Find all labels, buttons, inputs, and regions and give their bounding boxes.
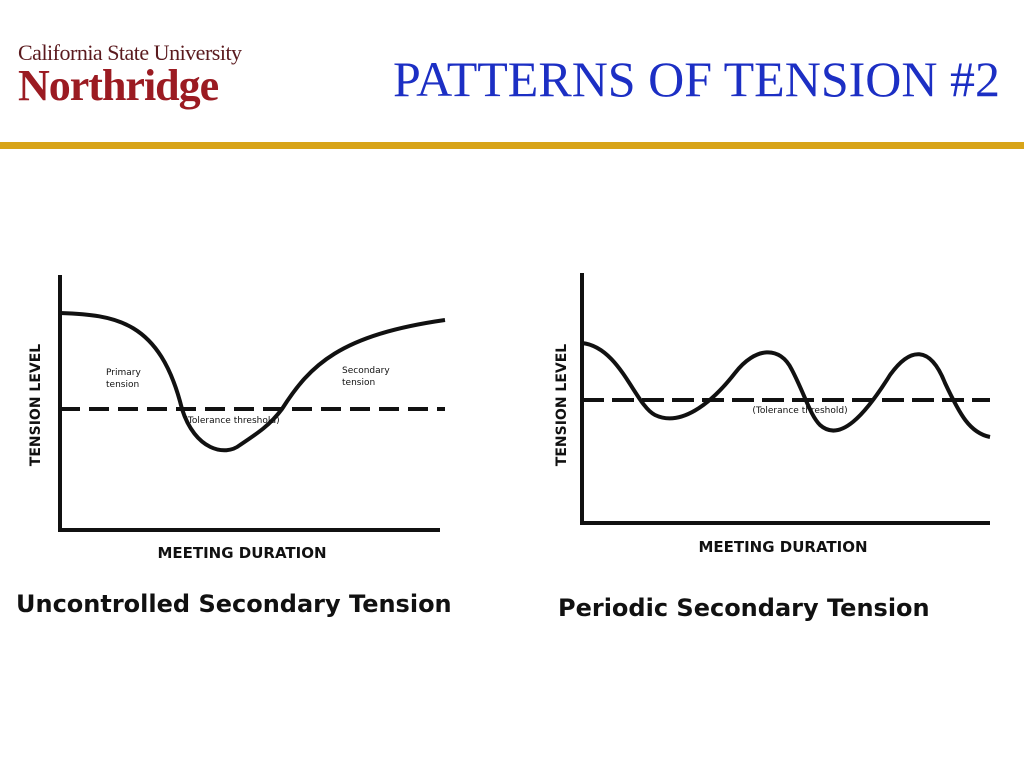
left-threshold-label: (Tolerance threshold) bbox=[184, 416, 279, 426]
left-caption: Uncontrolled Secondary Tension bbox=[16, 590, 452, 618]
left-label-primary-line2: tension bbox=[106, 380, 139, 390]
left-diagram: TENSION LEVEL Primary tension Secondary … bbox=[20, 265, 490, 575]
left-label-secondary-line2: tension bbox=[342, 378, 375, 388]
header-divider bbox=[0, 142, 1024, 149]
left-ylabel: TENSION LEVEL bbox=[28, 344, 44, 466]
right-ylabel: TENSION LEVEL bbox=[554, 344, 570, 466]
left-label-primary-line1: Primary bbox=[106, 368, 141, 378]
logo-campus-name: Northridge bbox=[18, 61, 219, 110]
university-logo: California State University Northridge bbox=[18, 40, 242, 115]
left-tension-curve bbox=[59, 311, 446, 453]
page-title: PATTERNS OF TENSION #2 bbox=[392, 51, 1000, 107]
right-caption: Periodic Secondary Tension bbox=[558, 594, 930, 622]
right-diagram: TENSION LEVEL (Tolerance threshold) MEET… bbox=[540, 265, 1010, 575]
right-tension-curve bbox=[581, 341, 991, 439]
logo-university-name: California State University bbox=[18, 40, 242, 65]
left-label-secondary-line1: Secondary bbox=[342, 366, 390, 376]
right-threshold-label: (Tolerance threshold) bbox=[752, 406, 847, 416]
right-xlabel: MEETING DURATION bbox=[698, 538, 867, 556]
left-xlabel: MEETING DURATION bbox=[157, 544, 326, 562]
